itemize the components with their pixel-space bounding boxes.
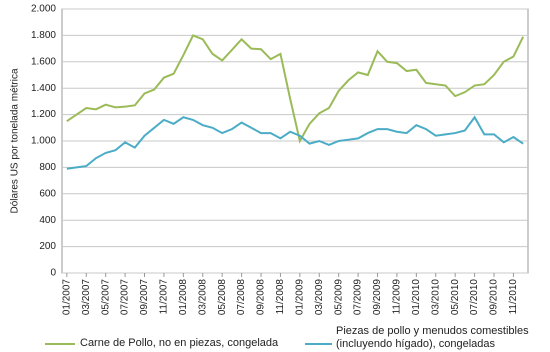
x-tick-label: 01/2009 <box>294 279 305 316</box>
x-tick-label: 07/2008 <box>236 279 247 316</box>
legend-label: Piezas de pollo y menudos comestibles (i… <box>336 325 529 350</box>
x-tick-label: 07/2007 <box>120 279 131 316</box>
x-tick-label: 05/2010 <box>450 279 461 316</box>
y-tick-label: 1.400 <box>31 83 56 94</box>
x-tick-label: 03/2007 <box>81 279 92 316</box>
series-line <box>66 115 524 170</box>
y-tick-label: 1.000 <box>31 136 56 147</box>
x-tick-label: 09/2008 <box>256 279 267 316</box>
y-axis-label: Dólares US por tonelada métrica <box>10 68 21 214</box>
x-tick-label: 05/2007 <box>100 279 111 316</box>
y-tick-label: 200 <box>39 241 56 252</box>
x-tick-label: 11/2007 <box>159 279 170 315</box>
y-tick-label: 1.600 <box>31 56 56 67</box>
y-tick-label: 800 <box>39 162 56 173</box>
x-tick-label: 09/2009 <box>372 279 383 316</box>
y-tick-label: 0 <box>50 268 56 279</box>
x-tick-label: 11/2009 <box>392 279 403 315</box>
series-line <box>66 34 525 144</box>
x-tick-label: 01/2010 <box>411 279 422 316</box>
x-tick-label: 05/2008 <box>217 279 228 316</box>
x-tick-label: 11/2008 <box>275 279 286 315</box>
x-tick-label: 01/2008 <box>178 279 189 316</box>
y-tick-label: 600 <box>39 188 56 199</box>
x-tick-label: 03/2008 <box>197 279 208 316</box>
y-tick-label: 1.200 <box>31 109 56 120</box>
x-tick-label: 01/2007 <box>61 279 72 316</box>
x-tick-label: 07/2010 <box>469 279 480 316</box>
x-tick-label: 11/2010 <box>508 279 519 315</box>
x-tick-label: 03/2009 <box>314 279 325 316</box>
x-tick-label: 09/2007 <box>139 279 150 316</box>
x-tick-label: 07/2009 <box>353 279 364 316</box>
x-tick-label: 03/2010 <box>430 279 441 316</box>
x-tick-label: 05/2009 <box>333 279 344 316</box>
y-tick-label: 400 <box>39 215 56 226</box>
x-tick-label: 09/2010 <box>489 279 500 316</box>
y-tick-label: 2.000 <box>31 4 56 15</box>
legend-label: Carne de Pollo, no en piezas, congelada <box>80 337 279 349</box>
y-tick-label: 1.800 <box>31 30 56 41</box>
